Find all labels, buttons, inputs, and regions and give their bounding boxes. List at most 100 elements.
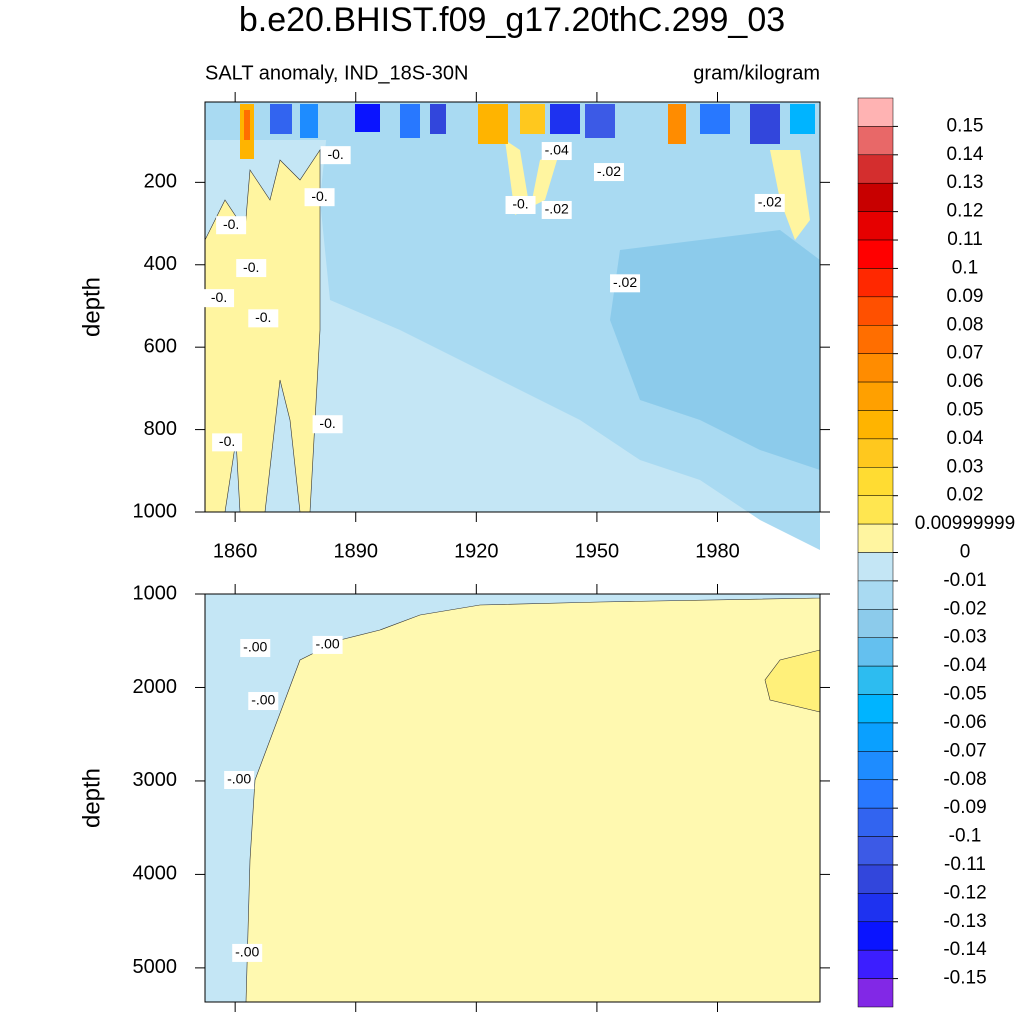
contour-label-bg [204, 289, 235, 308]
contour-label-bg [248, 309, 279, 328]
colorbar-label: -0.1 [949, 826, 982, 847]
contour-label-bg [312, 415, 343, 434]
contour-label-bg [232, 943, 263, 962]
contour-label-bg [593, 163, 624, 182]
colorbar-box [857, 182, 894, 212]
colorbar-box [857, 552, 894, 582]
contour-label-bg [248, 692, 279, 711]
colorbar-label: -0.15 [943, 968, 986, 989]
colorbar-box [857, 467, 894, 496]
colorbar-label: 0.03 [947, 456, 984, 477]
colorbar-box [857, 239, 894, 269]
colorbar-label: 0 [960, 542, 971, 563]
y-tick-label: 600 [144, 335, 177, 357]
colorbar-box [857, 381, 894, 411]
colorbar-label: -0.12 [943, 882, 986, 903]
colorbar-box [857, 722, 894, 752]
contour-label: -0. [311, 188, 327, 204]
contour-label: -.00 [235, 944, 259, 960]
colorbar-label: 0.06 [947, 371, 984, 392]
subtitle-right: gram/kilogram [693, 62, 820, 84]
contour-label-bg [240, 639, 271, 658]
colorbar-label: -0.01 [943, 570, 986, 591]
contour-label: -.02 [613, 274, 637, 290]
colorbar-box [857, 751, 894, 780]
contour-label: -.00 [316, 636, 340, 652]
contour-label: -0. [223, 216, 239, 232]
contour-label: -.02 [758, 194, 782, 210]
contour-label: -0. [319, 415, 335, 431]
colorbar-label: -0.08 [943, 769, 986, 790]
colorbar-box [857, 438, 894, 468]
x-tick-label: 1860 [213, 540, 258, 562]
colorbar-box [857, 325, 894, 354]
contour-label-bg [312, 635, 343, 654]
plot-frame [204, 593, 821, 1003]
colorbar-label: -0.06 [943, 712, 986, 733]
contour-label: -.00 [251, 692, 275, 708]
colorbar-label: 0.11 [947, 229, 983, 250]
chart-title: b.e20.BHIST.f09_g17.20thC.299_03 [239, 1, 785, 39]
colorbar-box [857, 978, 894, 1008]
top-field [204, 102, 820, 550]
colorbar-box [857, 921, 894, 951]
colorbar-label: 0.13 [947, 172, 984, 193]
contour-label: -0. [219, 433, 235, 449]
colorbar-box [857, 694, 894, 724]
colorbar-box [857, 495, 894, 525]
contour-label: -0. [211, 289, 227, 305]
colorbar-box [857, 296, 894, 326]
colorbar-box [857, 949, 894, 979]
colorbar-label: 0.09 [947, 286, 984, 307]
x-tick-label: 1920 [454, 540, 499, 562]
contour-label: -0. [512, 196, 528, 212]
colorbar-label: 0.07 [947, 343, 984, 364]
y-tick-label: 4000 [133, 863, 178, 885]
colorbar-box [857, 410, 894, 440]
contour-label-bg [236, 259, 267, 278]
contour-label-bg [320, 146, 351, 165]
contour-label: -.00 [227, 771, 251, 787]
y-tick-label: 1000 [133, 582, 178, 604]
contour-label: -.02 [545, 201, 569, 217]
contour-label-bg [505, 196, 536, 215]
contour-label: -0. [327, 146, 343, 162]
contour-label-bg [216, 216, 247, 235]
contour-label: -.02 [597, 163, 621, 179]
contour-label-bg [212, 433, 243, 452]
colorbar-box [857, 864, 894, 894]
colorbar-label: -0.05 [943, 684, 986, 705]
colorbar-box [857, 211, 894, 241]
colorbar-box [857, 609, 894, 638]
y-axis-label: depth [78, 768, 105, 828]
colorbar-box [857, 268, 894, 298]
contour-label-bg [610, 274, 641, 293]
contour-label-bg [304, 188, 335, 207]
colorbar-label: 0.02 [947, 485, 984, 506]
x-tick-label: 1980 [695, 540, 740, 562]
colorbar-label: 0.08 [947, 314, 984, 335]
colorbar-box [857, 580, 894, 610]
colorbar-box [857, 779, 894, 809]
colorbar-label: -0.13 [943, 911, 986, 932]
x-tick-label: 1890 [333, 540, 378, 562]
colorbar-box [857, 353, 894, 383]
contour-label-bg [224, 771, 255, 790]
contour-label-bg [754, 193, 785, 212]
colorbar-label: -0.11 [944, 854, 986, 875]
contour-label-bg [541, 142, 572, 161]
subtitle-left: SALT anomaly, IND_18S-30N [205, 62, 468, 84]
colorbar-box [857, 126, 894, 156]
colorbar-label: 0.05 [947, 399, 984, 420]
colorbar-label: 0.14 [947, 144, 984, 165]
colorbar-box [857, 154, 894, 184]
colorbar-label: 0.00999999 [915, 513, 1015, 534]
y-tick-label: 5000 [133, 956, 178, 978]
colorbar-label: 0.04 [947, 428, 984, 449]
colorbar-box [857, 665, 894, 695]
colorbar-label: -0.04 [943, 655, 987, 676]
y-tick-label: 3000 [133, 769, 178, 791]
colorbar-label: 0.15 [947, 115, 984, 136]
contour-label: -0. [255, 309, 271, 325]
